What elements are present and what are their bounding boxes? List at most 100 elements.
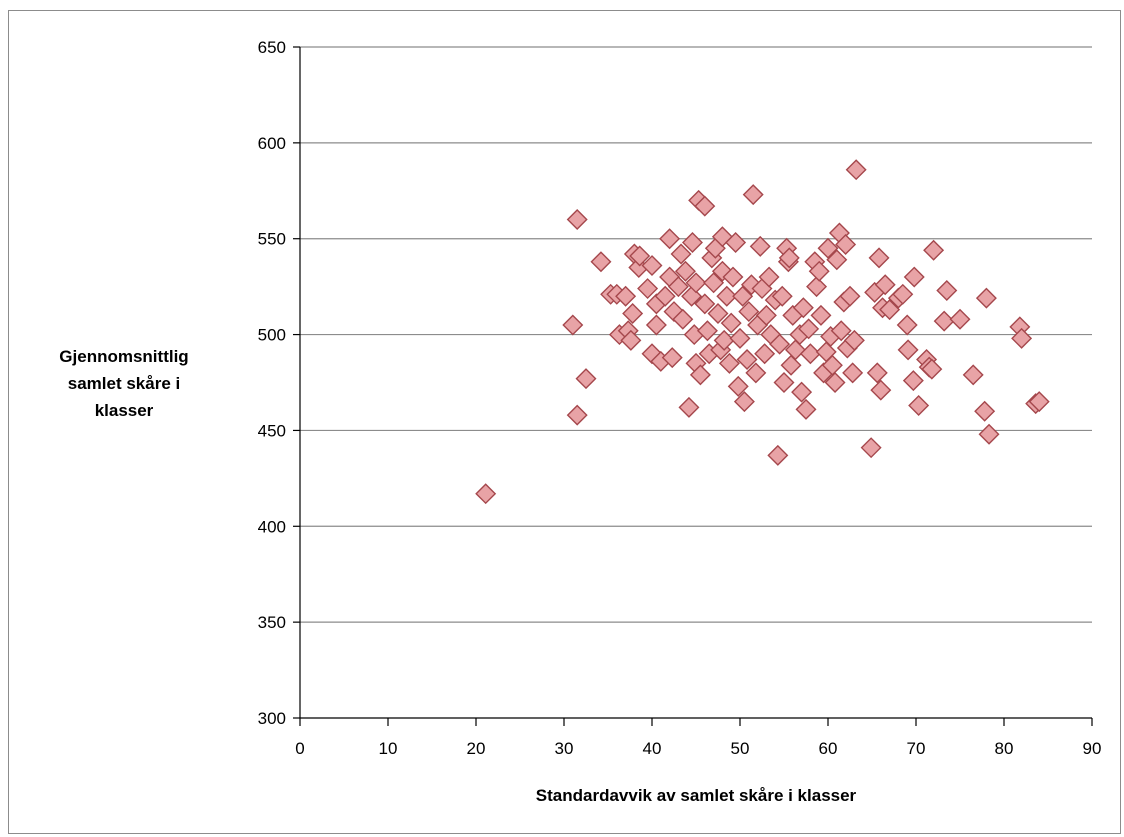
data-point-99	[826, 249, 848, 271]
data-point-138	[1028, 391, 1050, 413]
data-point-28	[670, 243, 692, 265]
data-point-15	[629, 245, 651, 267]
data-point-58	[732, 285, 754, 307]
data-point-95	[817, 237, 839, 259]
data-point-118	[892, 283, 914, 305]
data-point-112	[868, 247, 890, 269]
data-point-16	[637, 278, 659, 300]
data-point-80	[780, 354, 802, 376]
data-point-55	[725, 232, 747, 254]
data-point-27	[667, 276, 689, 298]
x-tick-label-60: 60	[819, 739, 838, 758]
y-tick-labels: 300 350 400 450 500 550 600 650	[258, 38, 286, 728]
data-point-116	[879, 299, 901, 321]
x-tick-label-40: 40	[643, 739, 662, 758]
data-point-64	[745, 362, 767, 384]
data-point-109	[860, 437, 882, 459]
data-point-126	[921, 358, 943, 380]
data-point-130	[949, 308, 971, 330]
data-point-103	[835, 233, 857, 255]
data-point-68	[754, 343, 776, 365]
data-point-30	[674, 260, 696, 282]
data-point-91	[808, 260, 830, 282]
data-point-129	[936, 279, 958, 301]
data-point-49	[711, 260, 733, 282]
data-point-133	[975, 287, 997, 309]
data-point-62	[740, 274, 762, 296]
data-point-39	[694, 195, 716, 217]
x-tick-label-70: 70	[907, 739, 926, 758]
data-point-70	[758, 266, 780, 288]
data-point-53	[720, 312, 742, 334]
data-point-44	[703, 272, 725, 294]
data-point-107	[843, 329, 865, 351]
data-point-115	[874, 274, 896, 296]
data-point-12	[622, 302, 644, 324]
data-point-50	[713, 329, 735, 351]
data-point-4	[575, 368, 597, 390]
data-point-66	[749, 235, 771, 257]
data-point-88	[799, 343, 821, 365]
data-point-23	[659, 228, 681, 250]
data-point-2	[562, 314, 584, 336]
data-point-84	[791, 381, 813, 403]
data-point-128	[933, 310, 955, 332]
data-point-56	[727, 375, 749, 397]
data-point-134	[978, 423, 1000, 445]
y-tick-label-450: 450	[258, 421, 286, 440]
data-point-105	[839, 285, 861, 307]
data-point-79	[778, 247, 800, 269]
data-point-25	[661, 347, 683, 369]
x-axis-title: Standardavvik av samlet skåre i klasser	[536, 786, 857, 805]
data-point-87	[798, 318, 820, 340]
data-point-26	[663, 301, 685, 323]
data-point-52	[718, 352, 740, 374]
x-tick-label-10: 10	[379, 739, 398, 758]
y-axis-title-line-1: Gjennomsnittlig	[59, 347, 188, 366]
data-point-111	[866, 362, 888, 384]
data-point-61	[738, 301, 760, 323]
data-point-38	[689, 364, 711, 386]
data-point-90	[806, 276, 828, 298]
data-point-3	[566, 404, 588, 426]
data-point-63	[742, 184, 764, 206]
data-point-75	[771, 285, 793, 307]
data-point-127	[923, 239, 945, 261]
x-tick-label-90: 90	[1083, 739, 1102, 758]
data-point-76	[773, 372, 795, 393]
data-points	[475, 159, 1050, 505]
data-point-120	[897, 339, 919, 361]
data-point-9	[615, 285, 637, 307]
x-tick-labels: 0 10 20 30 40 50 60 70 80 90	[295, 739, 1101, 758]
data-point-98	[824, 372, 846, 393]
y-tick-label-300: 300	[258, 709, 286, 728]
x-tick-label-20: 20	[467, 739, 486, 758]
data-point-123	[908, 395, 930, 416]
data-point-57	[729, 327, 751, 349]
x-tick-label-80: 80	[995, 739, 1014, 758]
y-axis-title-line-2: samlet skåre i	[68, 374, 180, 393]
data-point-29	[672, 308, 694, 330]
data-point-74	[769, 333, 791, 355]
axis-layer	[293, 46, 1093, 726]
x-tick-label-30: 30	[555, 739, 574, 758]
data-point-18	[641, 343, 663, 365]
data-point-1	[566, 209, 588, 231]
data-point-46	[707, 302, 729, 324]
data-point-54	[722, 266, 744, 288]
data-point-5	[590, 251, 612, 273]
data-point-59	[733, 391, 755, 413]
y-tick-label-350: 350	[258, 613, 286, 632]
y-tick-label-550: 550	[258, 230, 286, 249]
x-tick-label-0: 0	[295, 739, 304, 758]
data-point-86	[795, 398, 817, 420]
data-point-22	[654, 285, 676, 307]
data-point-121	[902, 370, 924, 392]
data-point-82	[784, 339, 806, 361]
data-point-41	[696, 320, 718, 342]
y-tick-label-600: 600	[258, 134, 286, 153]
y-tick-label-400: 400	[258, 517, 286, 536]
data-point-33	[681, 232, 703, 254]
data-point-101	[830, 320, 852, 342]
